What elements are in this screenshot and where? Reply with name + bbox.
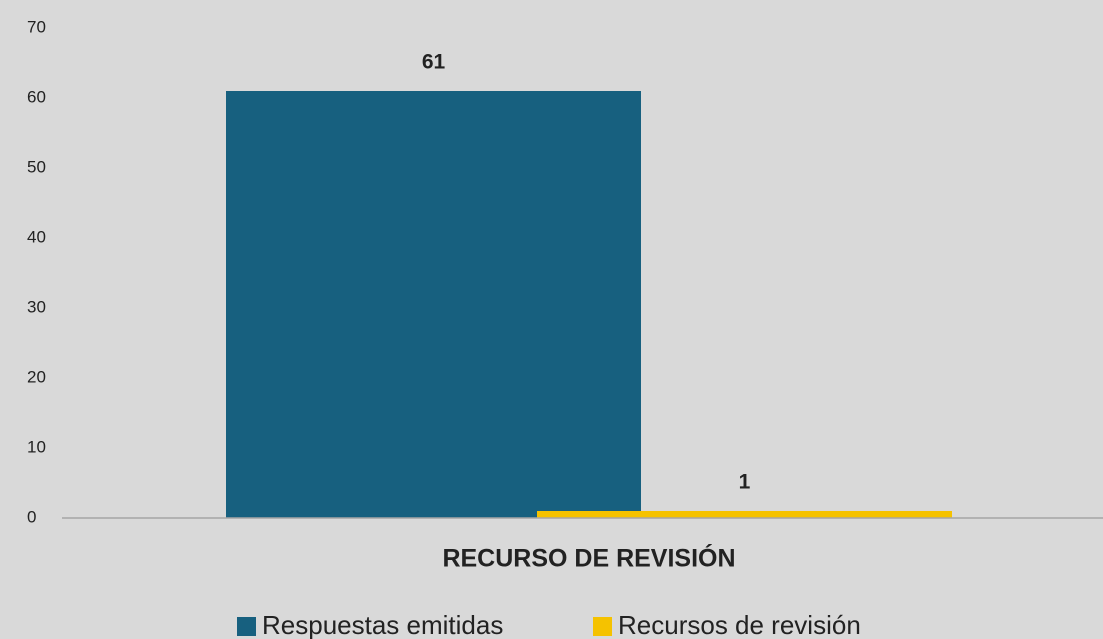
legend-label: Respuestas emitidas xyxy=(262,610,503,639)
legend-label: Recursos de revisión xyxy=(618,610,861,639)
legend-swatch xyxy=(237,617,256,636)
y-tick-label: 60 xyxy=(27,87,46,106)
data-label: 1 xyxy=(739,471,751,494)
y-tick-label: 70 xyxy=(27,17,46,36)
legend-swatch xyxy=(593,617,612,636)
bar xyxy=(226,91,641,518)
y-tick-label: 0 xyxy=(27,507,36,526)
data-label: 61 xyxy=(422,51,446,74)
y-tick-label: 10 xyxy=(27,437,46,456)
x-tick-label: RECURSO DE REVISIÓN xyxy=(442,543,735,573)
y-tick-label: 30 xyxy=(27,297,46,316)
bar xyxy=(537,511,952,518)
y-tick-label: 20 xyxy=(27,367,46,386)
y-tick-label: 40 xyxy=(27,227,46,246)
y-tick-label: 50 xyxy=(27,157,46,176)
